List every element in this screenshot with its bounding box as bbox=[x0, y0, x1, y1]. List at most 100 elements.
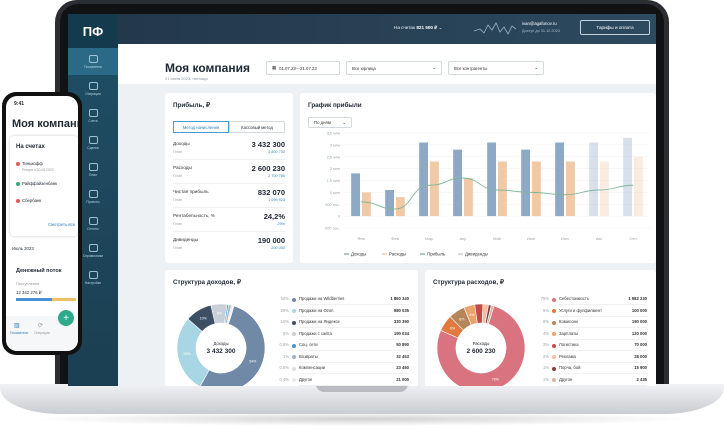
y-tick-label: 1,5 млн bbox=[327, 179, 340, 183]
slice-label: Зарплаты bbox=[559, 330, 579, 336]
plan-label: План bbox=[173, 246, 183, 250]
phone-tab-indicators[interactable]: Показатели bbox=[10, 331, 29, 335]
slice-label: 6% bbox=[450, 327, 456, 331]
sidebar-item-7[interactable]: Справочники bbox=[68, 237, 118, 264]
slice-label: Логистика bbox=[559, 342, 579, 347]
profit-title: Прибыль, ₽ bbox=[173, 102, 210, 109]
slice-percent: 3% bbox=[542, 342, 549, 347]
legend-dot bbox=[552, 366, 556, 371]
phone-account[interactable]: Сбербанк bbox=[16, 198, 41, 203]
page-title: Моя компания bbox=[165, 61, 250, 75]
invoice-icon bbox=[88, 108, 98, 117]
slice-value: 28 000 bbox=[634, 353, 647, 359]
sidebar-item-0[interactable]: Показатели bbox=[68, 48, 118, 75]
add-button[interactable]: + bbox=[58, 310, 74, 326]
entity-select[interactable]: Все юрлица ⌄ bbox=[346, 61, 442, 75]
laptop-screen: ПФ Показатели Операции Счета Сделки План Прое… bbox=[68, 14, 656, 386]
y-tick-label: 3,5 млн bbox=[327, 132, 340, 136]
phone-mockup: 9:41 Моя компания На счетах Тинькофф Рез… bbox=[2, 92, 82, 355]
main-content: Моя компания 21 июля 2023, пятница ▦ 01.0… bbox=[118, 44, 656, 386]
slice-percent: 2% bbox=[542, 353, 549, 359]
profit-row: Рентабельность, % 24,2% План 29% bbox=[173, 212, 285, 231]
sidebar-item-2[interactable]: Счета bbox=[68, 102, 118, 129]
phone-cashflow-title: Денежный поток bbox=[16, 268, 62, 274]
legend-row: 10% Продажи на Яндексе 330 390 bbox=[277, 319, 409, 328]
app-logo[interactable]: ПФ bbox=[68, 14, 118, 48]
slice-label: 6% bbox=[217, 312, 223, 316]
profit-row-value: 832 070 bbox=[257, 188, 285, 197]
sidebar-item-3[interactable]: Сделки bbox=[68, 129, 118, 156]
legend-dot bbox=[292, 343, 296, 348]
legend-dot bbox=[292, 297, 296, 302]
sidebar-item-label: Счета bbox=[88, 118, 98, 123]
slice-label: Возвраты bbox=[299, 353, 318, 359]
profit-row-label: Дивиденды bbox=[173, 237, 198, 242]
bar-Доходы bbox=[589, 142, 598, 217]
sidebar-item-5[interactable]: Проекты bbox=[68, 183, 118, 210]
slice-percent: 76% bbox=[540, 296, 549, 301]
chevron-down-icon[interactable]: ⌄ bbox=[438, 25, 443, 30]
bar-Доходы bbox=[351, 173, 360, 217]
slice-value: 2 435 bbox=[636, 376, 647, 382]
slice-label: Продажи с сайта bbox=[299, 330, 332, 336]
bar-Расходы bbox=[498, 161, 507, 217]
user-email[interactable]: ivan@agafonov.ru bbox=[522, 21, 557, 26]
x-tick-label: Июн bbox=[527, 236, 535, 241]
period-picker[interactable]: ▦ 01.07.23—21.07.23 bbox=[266, 61, 340, 75]
tariffs-button[interactable]: Тарифы и оплата bbox=[580, 20, 650, 35]
slice-label: 4% bbox=[469, 313, 475, 317]
slice-percent: 29% bbox=[280, 307, 289, 313]
legend-label: Доходы bbox=[351, 252, 366, 257]
method-cash-tab[interactable]: Кассовый метод bbox=[229, 121, 285, 133]
phone-account[interactable]: Тинькофф bbox=[16, 161, 43, 166]
book-icon bbox=[88, 243, 98, 252]
x-tick-label: Мар bbox=[425, 236, 434, 241]
legend-row: 54% Продажи на Wildberries 1 860 340 bbox=[277, 296, 409, 305]
slice-value: 70 000 bbox=[634, 342, 647, 347]
transfer-icon: ⟳ bbox=[38, 323, 44, 329]
chevron-down-icon: ⌄ bbox=[342, 119, 346, 125]
legend-row: 6% Комиссии 190 000 bbox=[537, 319, 647, 328]
profit-line bbox=[360, 177, 634, 210]
transfer-icon bbox=[88, 81, 98, 90]
phone-month: Июль 2023 bbox=[12, 246, 34, 251]
legend-dot bbox=[292, 320, 296, 325]
phone-account[interactable]: Райффайзенбанк bbox=[16, 181, 57, 186]
counterparty-select[interactable]: Все контрагенты ⌄ bbox=[448, 61, 544, 75]
bar-chart-icon: ▥ bbox=[14, 323, 20, 329]
slice-value: 15 900 bbox=[634, 365, 647, 370]
profit-chart: 3,5 млн 3 млн 2,5 млн 2 млн 1,5 млн 1 млн 500 … bbox=[324, 132, 650, 257]
y-tick-label: 1 млн bbox=[330, 191, 340, 195]
legend-row: 0,6% Компенсации 23 460 bbox=[277, 365, 409, 374]
y-tick-label: 3 млн bbox=[330, 143, 340, 147]
sidebar-item-4[interactable]: План bbox=[68, 156, 118, 183]
slice-label: Компенсации bbox=[299, 365, 326, 370]
period-select[interactable]: По дням ⌄ bbox=[308, 117, 352, 128]
phone-see-all-link[interactable]: Смотреть все bbox=[48, 222, 76, 227]
expense-structure-card: Структура расходов, ₽ 76% 6% 6% 4% Расходы 2 … bbox=[425, 270, 656, 386]
phone-receipts-value: 12 342 276 ₽ bbox=[16, 290, 42, 295]
profit-row-value: 24,2% bbox=[263, 212, 285, 221]
plan-value: 200 000 bbox=[271, 246, 285, 250]
phone-title: Моя компания bbox=[12, 118, 78, 130]
slice-percent: 10% bbox=[280, 319, 289, 324]
method-accrual-tab[interactable]: Метод начисления bbox=[173, 121, 229, 133]
sidebar-item-1[interactable]: Операции bbox=[68, 75, 118, 102]
slice-percent: 6% bbox=[542, 307, 549, 313]
x-tick-label: Июл bbox=[561, 236, 570, 241]
profit-card: Прибыль, ₽ Метод начисления Кассовый мет… bbox=[165, 93, 293, 263]
bar-Доходы bbox=[385, 190, 394, 217]
y-tick-label: -500 тыс. bbox=[324, 227, 340, 231]
phone-tab-operations[interactable]: Операции bbox=[34, 331, 50, 335]
income-structure-card: Структура доходов, ₽ 54% 29% 10% 6% Доходы 3 … bbox=[165, 270, 418, 386]
sidebar-item-6[interactable]: Отчеты bbox=[68, 210, 118, 237]
slice-percent: 1% bbox=[542, 365, 549, 370]
expense-donut: 76% 6% 6% 4% Расходы 2 600 230 bbox=[436, 303, 526, 386]
sidebar-item-label: Справочники bbox=[83, 253, 103, 258]
sidebar-item-label: Операции bbox=[85, 91, 101, 96]
sidebar-item-8[interactable]: Настройки bbox=[68, 264, 118, 291]
legend-row: 4% Зарплаты 120 000 bbox=[537, 331, 647, 340]
slice-percent: 6% bbox=[542, 319, 549, 324]
page-header: Моя компания 21 июля 2023, пятница ▦ 01.0… bbox=[118, 44, 656, 84]
